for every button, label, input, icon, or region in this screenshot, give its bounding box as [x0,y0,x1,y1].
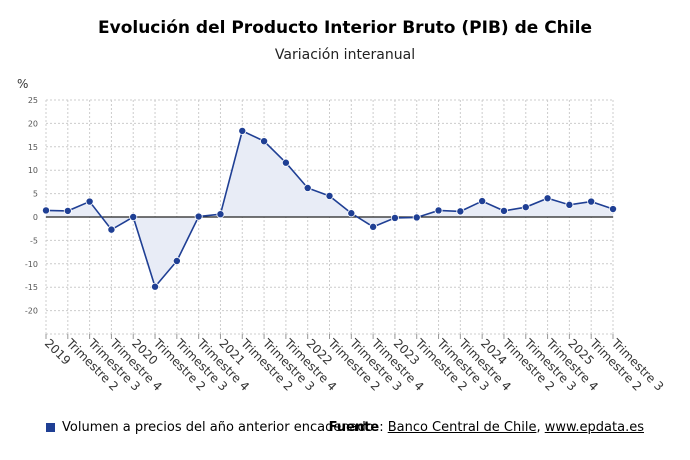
data-point [434,206,443,215]
data-point [85,197,94,206]
source-site-link[interactable]: www.epdata.es [544,420,644,435]
data-point [238,126,247,135]
chart-title: Evolución del Producto Interior Bruto (P… [98,18,592,38]
y-tick-label: -20 [25,307,38,316]
y-tick-label: 15 [28,143,38,152]
data-point [216,210,225,219]
y-tick-label: 20 [28,119,38,128]
area-path [46,130,613,287]
legend-swatch [46,423,55,432]
data-point [369,222,378,231]
data-point [521,203,530,212]
data-point [390,213,399,222]
y-tick-label: 25 [28,96,38,105]
data-point [303,183,312,192]
y-tick-label: 10 [28,166,38,175]
data-point [172,256,181,265]
y-tick-label: 0 [33,213,38,222]
data-point [456,207,465,216]
legend-label: Volumen a precios del año anterior encad… [62,420,374,435]
data-point [478,197,487,206]
data-point [587,197,596,206]
data-point [194,212,203,221]
data-point [499,206,508,215]
area-fill [46,130,613,287]
data-point [107,225,116,234]
data-point [42,206,51,215]
data-point [260,137,269,146]
source-org-link[interactable]: Banco Central de Chile [387,420,537,435]
legend: Volumen a precios del año anterior encad… [46,420,374,435]
source-credit: Fuente: Banco Central de Chile, www.epda… [329,420,644,435]
y-tick-label: -15 [25,283,38,292]
y-tick-label: -5 [30,236,38,245]
chart-subtitle: Variación interanual [274,47,416,63]
source-label: Fuente [328,420,380,435]
data-point [129,212,138,221]
data-point [412,213,421,222]
data-point [281,158,290,167]
data-point [565,200,574,209]
data-point [63,206,72,215]
data-point [543,194,552,203]
y-tick-label: -10 [25,260,38,269]
y-axis-ticks: 25 20 15 10 5 0 -5 -10 -15 -20 [25,96,38,316]
data-point [325,191,334,200]
data-point [609,205,618,214]
source-comma: , [536,420,545,435]
y-tick-label: 5 [33,190,38,199]
data-point [347,209,356,218]
series-points [42,126,618,291]
source-separator: : [379,420,388,435]
data-point [151,282,160,291]
y-unit-label: % [17,77,28,91]
